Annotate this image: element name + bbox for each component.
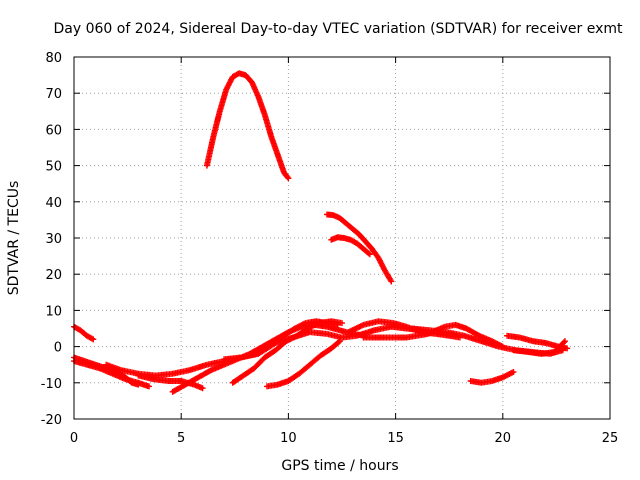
y-tick-label: -20 <box>41 413 62 428</box>
x-tick-label: 20 <box>495 431 512 446</box>
series-arc-o <box>510 338 568 357</box>
x-tick-label: 15 <box>387 431 404 446</box>
plus-marker <box>339 320 345 327</box>
plus-marker <box>89 335 96 342</box>
plus-marker <box>561 338 568 345</box>
y-axis-label: SDTVAR / TECUs <box>6 181 22 296</box>
series-arc-mid-lower <box>328 234 373 258</box>
y-tick-label: 40 <box>45 196 62 211</box>
y-tick-label: 70 <box>45 87 62 102</box>
y-tick-label: 80 <box>45 51 62 66</box>
plus-marker <box>90 336 97 343</box>
chart-title: Day 060 of 2024, Sidereal Day-to-day VTE… <box>54 21 624 37</box>
plus-marker <box>146 383 153 390</box>
plus-marker <box>388 278 395 285</box>
y-tick-label: 60 <box>45 123 62 138</box>
x-tick-label: 5 <box>177 431 185 446</box>
y-tick-label: 20 <box>45 268 62 283</box>
x-tick-label: 10 <box>280 431 297 446</box>
plus-marker <box>560 339 567 346</box>
y-tick-label: 50 <box>45 160 62 175</box>
plus-marker <box>510 368 517 375</box>
plus-marker <box>365 250 372 257</box>
x-tick-label: 0 <box>70 431 78 446</box>
series-arc-mid-upper <box>323 211 395 285</box>
plus-marker <box>564 345 571 352</box>
plus-marker <box>199 385 206 392</box>
plus-marker <box>284 174 291 181</box>
y-tick-label: 30 <box>45 232 62 247</box>
axis-ticks: 0 5 10 15 20 25 -20 -10 0 10 20 30 40 50 60 70 80 <box>41 51 619 446</box>
series-arc-h <box>263 338 343 390</box>
y-tick-label: -10 <box>41 377 62 392</box>
plus-marker <box>285 175 292 182</box>
y-tick-label: 0 <box>54 341 62 356</box>
x-tick-label: 25 <box>602 431 619 446</box>
series-arc-peak <box>203 70 292 182</box>
plus-marker <box>366 251 373 258</box>
plus-marker <box>335 339 342 346</box>
series-arc-m <box>467 368 517 386</box>
series-arc-c <box>71 358 153 390</box>
data-series <box>71 70 571 395</box>
y-tick-label: 10 <box>45 304 62 319</box>
x-axis-label: GPS time / hours <box>281 458 398 474</box>
